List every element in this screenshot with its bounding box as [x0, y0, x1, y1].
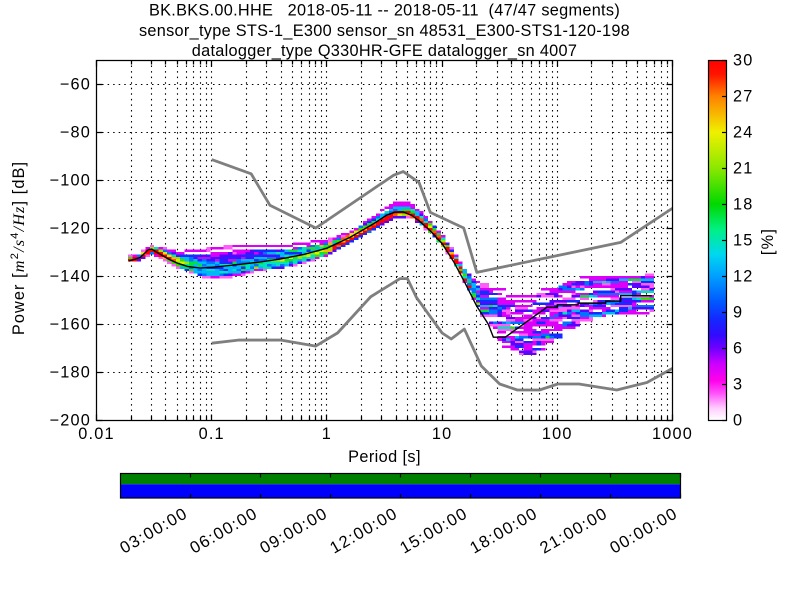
svg-text:[%]: [%]: [759, 228, 777, 255]
svg-text:0: 0: [733, 412, 743, 430]
svg-text:datalogger_type Q330HR-GFE dat: datalogger_type Q330HR-GFE datalogger_sn…: [192, 42, 578, 60]
svg-text:−80: −80: [60, 124, 91, 142]
svg-text:27: 27: [733, 88, 754, 106]
svg-text:1000: 1000: [652, 425, 693, 443]
svg-text:sensor_type STS-1_E300 sensor_: sensor_type STS-1_E300 sensor_sn 48531_E…: [139, 22, 630, 40]
svg-text:3: 3: [733, 376, 743, 394]
svg-text:12: 12: [733, 268, 754, 286]
svg-text:0.01: 0.01: [78, 425, 115, 443]
svg-text:15: 15: [733, 232, 754, 250]
svg-text:0.1: 0.1: [199, 425, 225, 443]
svg-text:BK.BKS.00.HHE 2018-05-11 --: BK.BKS.00.HHE 2018-05-11 -- 2018-05-11 (…: [149, 2, 620, 20]
svg-text:Period [s]: Period [s]: [348, 448, 421, 466]
svg-text:18: 18: [733, 196, 754, 214]
svg-text:−100: −100: [50, 172, 91, 190]
svg-text:−180: −180: [50, 364, 91, 382]
svg-text:1: 1: [322, 425, 332, 443]
svg-text:6: 6: [733, 340, 743, 358]
svg-text:9: 9: [733, 304, 743, 322]
svg-text:Power [m2/s4/Hz] [dB]: Power [m2/s4/Hz] [dB]: [9, 161, 28, 335]
svg-text:100: 100: [542, 425, 573, 443]
svg-text:30: 30: [733, 52, 754, 70]
svg-text:−120: −120: [50, 220, 91, 238]
svg-text:−160: −160: [50, 316, 91, 334]
svg-text:24: 24: [733, 124, 754, 142]
svg-text:10: 10: [432, 425, 453, 443]
svg-text:−140: −140: [50, 268, 91, 286]
svg-text:21: 21: [733, 160, 754, 178]
svg-text:−60: −60: [60, 76, 91, 94]
svg-text:−200: −200: [50, 412, 91, 430]
